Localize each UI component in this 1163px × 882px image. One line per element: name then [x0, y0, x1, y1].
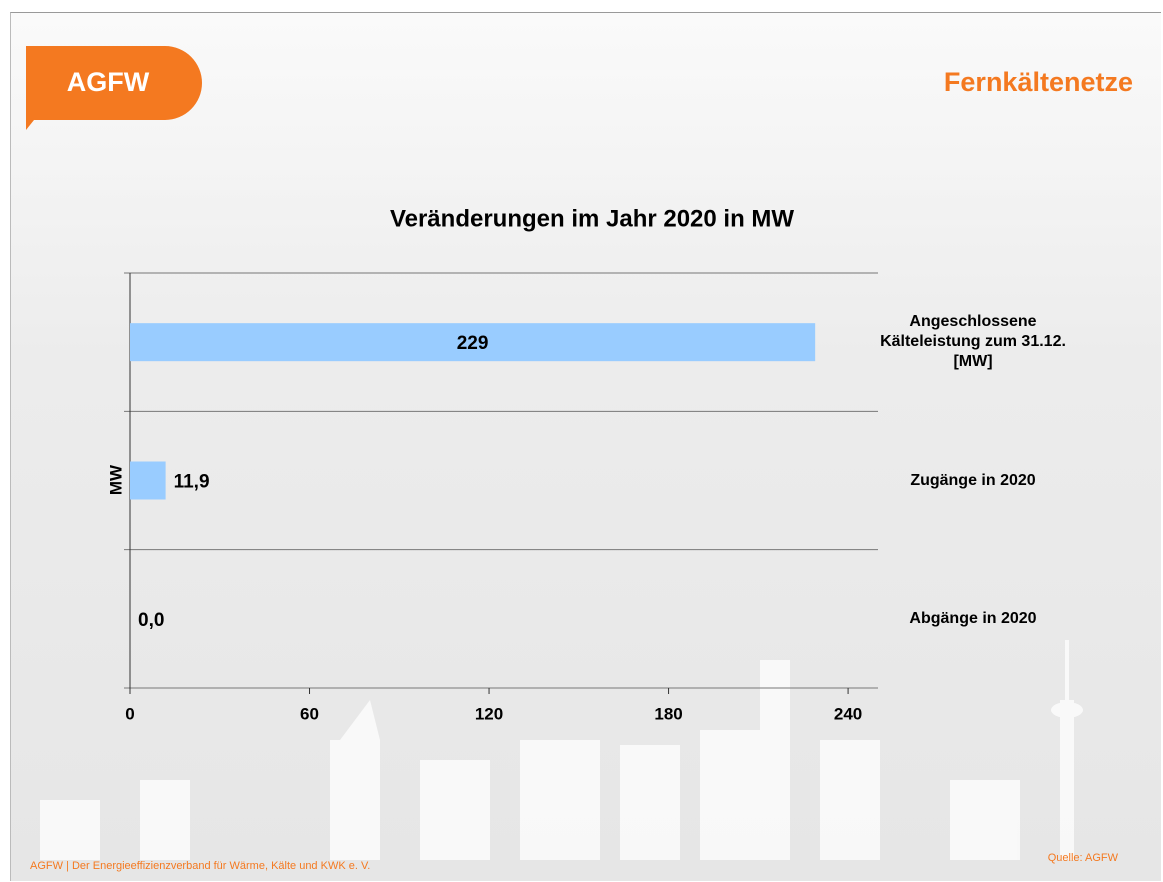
x-tick-label: 60: [300, 704, 319, 723]
category-label: Zugänge in 2020: [878, 471, 1068, 491]
chart-title: Veränderungen im Jahr 2020 in MW: [390, 205, 794, 232]
x-tick-label: 180: [654, 704, 682, 723]
category-label: Abgänge in 2020: [878, 609, 1068, 629]
footer-text: AGFW | Der Energieeffizienzverband für W…: [30, 860, 370, 872]
page-title: Fernkältenetze: [944, 67, 1133, 97]
y-axis-label: MW: [106, 464, 125, 495]
logo: AGFW: [67, 67, 150, 97]
value-label: 229: [457, 333, 489, 354]
bar: [130, 462, 166, 500]
skyline: [40, 640, 1083, 860]
chart: AGFW Fernkältenetze Veränderungen im Jah…: [0, 0, 1163, 882]
page: AGFW Fernkältenetze Veränderungen im Jah…: [0, 0, 1163, 882]
x-tick-label: 240: [834, 704, 862, 723]
x-tick-label: 120: [475, 704, 503, 723]
category-label: Angeschlossene Kälteleistung zum 31.12. …: [878, 312, 1068, 372]
value-label: 11,9: [174, 472, 210, 493]
source: Quelle: AGFW: [1048, 852, 1119, 864]
x-tick-label: 0: [125, 704, 134, 723]
value-label: 0,0: [138, 610, 164, 631]
